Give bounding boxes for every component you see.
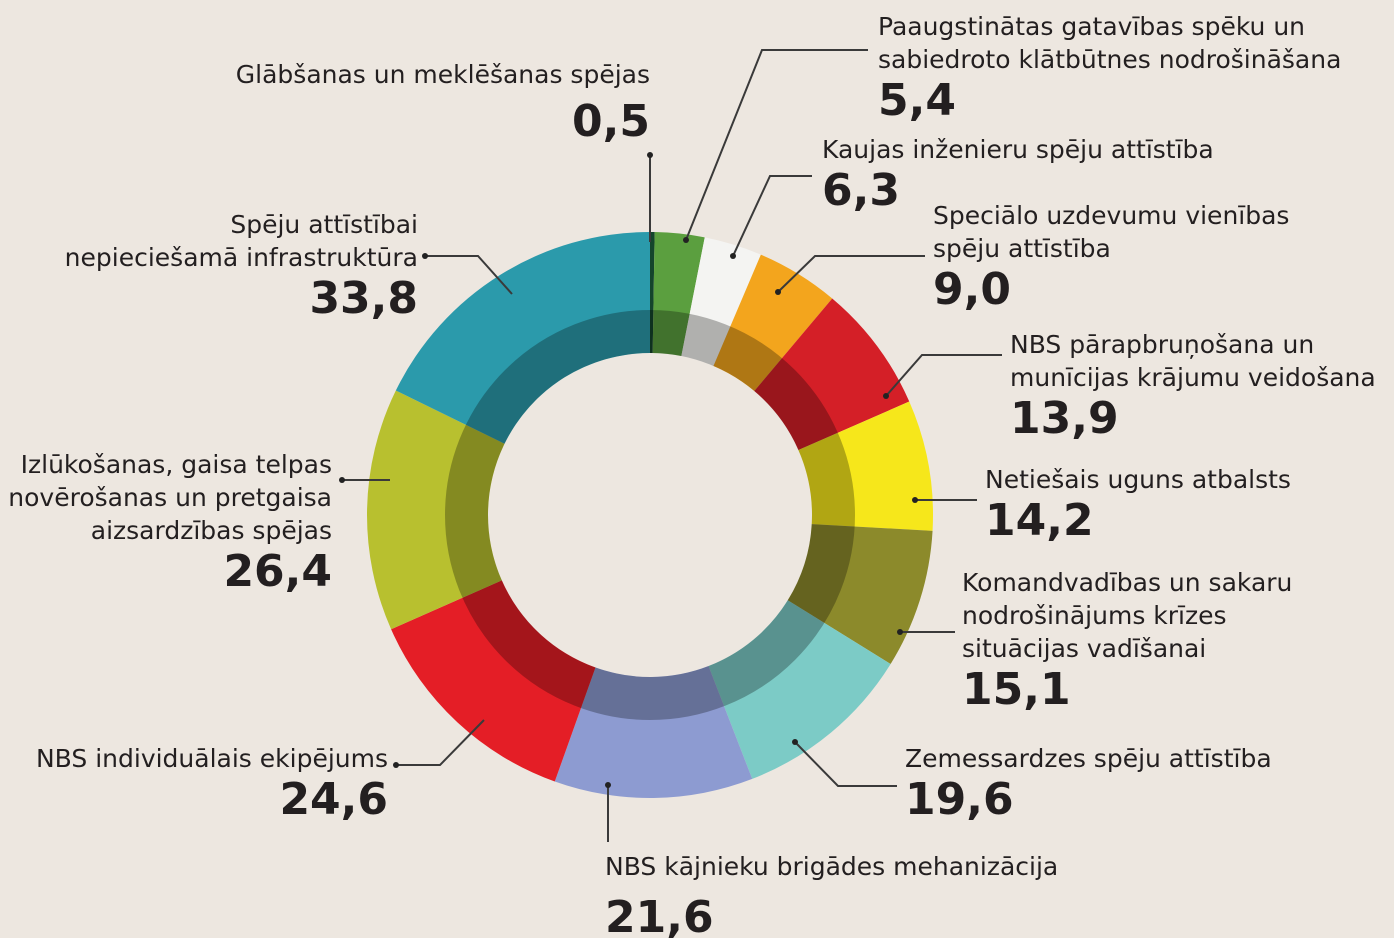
- value-label: 33,8: [309, 273, 418, 324]
- donut-segment: [650, 232, 655, 354]
- value-label: 26,4: [223, 546, 332, 597]
- category-label: NBS pārapbruņošana un munīcijas krājumu …: [1010, 330, 1376, 392]
- category-label: Glābšanas un meklēšanas spējas: [235, 60, 650, 89]
- segment-label: Izlūkošanas, gaisa telpas novērošanas un…: [8, 448, 332, 597]
- segment-label: Paaugstinātas gatavības spēku un sabiedr…: [878, 10, 1341, 126]
- donut-segment: [391, 580, 596, 782]
- category-label: Komandvadības un sakaru nodrošinājums kr…: [962, 568, 1293, 663]
- category-label: Netiešais uguns atbalsts: [985, 465, 1291, 494]
- category-label: Kaujas inženieru spēju attīstība: [822, 135, 1214, 164]
- donut-segment: [798, 401, 934, 531]
- leader-dot: [775, 289, 781, 295]
- value-label: 24,6: [279, 774, 388, 825]
- leader-dot: [605, 782, 611, 788]
- category-label: NBS kājnieku brigādes mehanizācija: [605, 852, 1059, 881]
- donut-segment: [708, 600, 891, 779]
- category-label: Spēju attīstībai nepieciešamā infrastruk…: [64, 210, 418, 272]
- segment-label: NBS individuālais ekipējums 24,6: [36, 742, 388, 825]
- segment-label: Zemessardzes spēju attīstība 19,6: [905, 742, 1272, 825]
- leader-dot: [792, 739, 798, 745]
- leader-dot: [912, 497, 918, 503]
- value-label: 6,3: [822, 165, 900, 216]
- value-label: 14,2: [985, 495, 1094, 546]
- donut-segment: [787, 524, 933, 664]
- leader-line: [777, 255, 925, 293]
- donut-segment: [367, 390, 505, 630]
- donut-segment: [395, 231, 650, 444]
- value-label: 5,4: [878, 75, 956, 126]
- segment-label: Spēju attīstībai nepieciešamā infrastruk…: [65, 208, 418, 324]
- leader-line: [425, 255, 513, 295]
- value-label: 21,6: [605, 892, 714, 938]
- donut-segment: [652, 232, 705, 357]
- segment-label: NBS kājnieku brigādes mehanizācija 21,6: [605, 850, 1058, 938]
- leader-dot: [422, 253, 428, 259]
- segment-label: Komandvadības un sakaru nodrošinājums kr…: [962, 566, 1292, 715]
- leader-dot: [730, 253, 736, 259]
- value-label: 0,5: [572, 96, 650, 147]
- leader-dot: [897, 629, 903, 635]
- leader-line: [885, 354, 1002, 397]
- leader-line: [794, 741, 897, 787]
- value-label: 9,0: [933, 264, 1011, 315]
- category-label: NBS individuālais ekipējums: [35, 744, 388, 773]
- value-label: 19,6: [905, 774, 1014, 825]
- segment-label: Netiešais uguns atbalsts 14,2: [985, 463, 1291, 546]
- donut-segment: [681, 237, 761, 366]
- inner-band: [445, 310, 855, 720]
- leader-line: [685, 49, 868, 241]
- donut-segment: [554, 666, 753, 798]
- leader-dot: [683, 237, 689, 243]
- leader-line: [396, 719, 485, 766]
- leader-dot: [647, 152, 653, 158]
- value-label: 15,1: [962, 664, 1071, 715]
- leader-dot: [393, 762, 399, 768]
- donut-segment: [754, 298, 910, 451]
- leader-line: [732, 175, 812, 257]
- value-label: 13,9: [1010, 393, 1119, 444]
- segment-label: Kaujas inženieru spēju attīstība 6,3: [822, 133, 1214, 216]
- category-label: Izlūkošanas, gaisa telpas novērošanas un…: [8, 450, 332, 545]
- leader-dot: [339, 477, 345, 483]
- category-label: Speciālo uzdevumu vienības spēju attīstī…: [933, 201, 1290, 263]
- donut-segment: [713, 254, 833, 392]
- category-label: Zemessardzes spēju attīstība: [905, 744, 1272, 773]
- category-label: Paaugstinātas gatavības spēku un sabiedr…: [878, 12, 1342, 74]
- segment-label: NBS pārapbruņošana un munīcijas krājumu …: [1010, 328, 1376, 444]
- leader-dot: [883, 393, 889, 399]
- segment-label: Glābšanas un meklēšanas spējas 0,5: [236, 58, 650, 147]
- segment-label: Speciālo uzdevumu vienības spēju attīstī…: [933, 199, 1289, 315]
